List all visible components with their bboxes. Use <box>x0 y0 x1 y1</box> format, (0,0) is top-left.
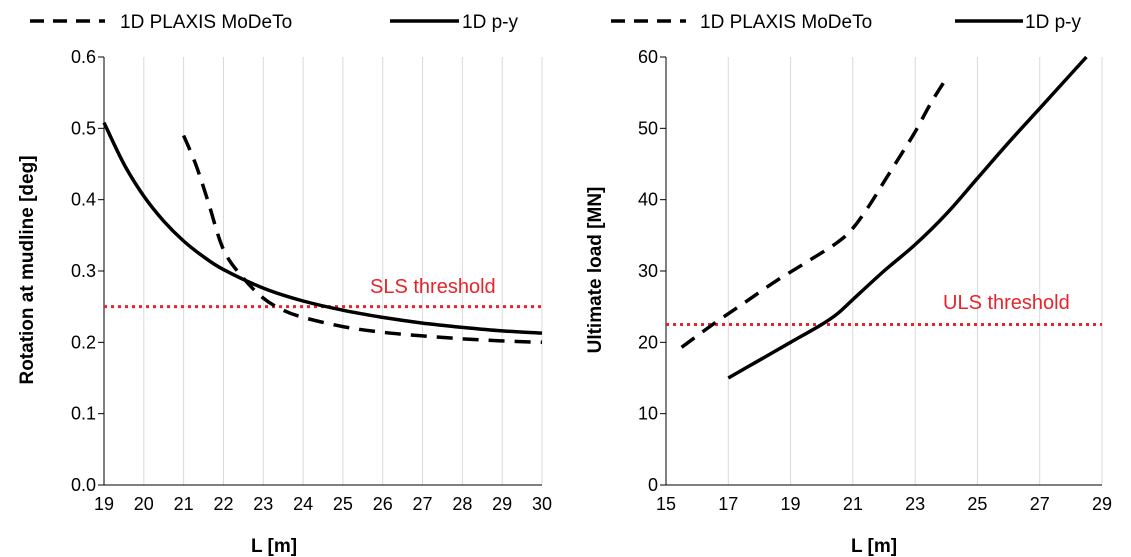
y-tick-label: 0.0 <box>71 475 96 495</box>
legend-label-modeto: 1D PLAXIS MoDeTo <box>120 12 292 33</box>
y-tick-label: 0.1 <box>71 404 96 424</box>
x-tick-label: 20 <box>134 494 154 514</box>
tick-labels: 15 17 19 21 23 25 27 29 0 10 20 30 40 50 60 <box>638 47 1112 514</box>
series-line-py <box>102 121 543 335</box>
tick-labels: 19 20 21 22 23 24 25 26 27 28 29 30 0.0 0.1 0.2 0.3 0.4 0… <box>71 47 552 514</box>
rotation-panel: 19 20 21 22 23 24 25 26 27 28 29 30 0.0 0.1 0.2 0.3 0.4 0… <box>17 12 552 557</box>
x-tick-label: 21 <box>843 494 863 514</box>
x-tick-label: 19 <box>94 494 114 514</box>
series-lines <box>102 121 543 345</box>
x-tick-label: 22 <box>213 494 233 514</box>
x-tick-label: 17 <box>718 494 738 514</box>
sls-threshold-label: SLS threshold <box>370 276 496 298</box>
y-tick-label: 0.4 <box>71 190 96 210</box>
legend: 1D PLAXIS MoDeTo 1D p-y <box>30 12 518 33</box>
x-tick-label: 27 <box>1030 494 1050 514</box>
y-tick-label: 0.2 <box>71 332 96 352</box>
x-tick-label: 21 <box>174 494 194 514</box>
y-tick-label: 20 <box>638 332 658 352</box>
x-tick-label: 27 <box>413 494 433 514</box>
y-tick-label: 30 <box>638 261 658 281</box>
y-tick-label: 0.3 <box>71 261 96 281</box>
x-tick-label: 26 <box>373 494 393 514</box>
series-line-py <box>727 55 1088 380</box>
y-tick-label: 60 <box>638 47 658 67</box>
x-axis-title: L [m] <box>251 536 297 557</box>
x-tick-label: 15 <box>656 494 676 514</box>
y-tick-label: 40 <box>638 190 658 210</box>
legend-label-py: 1D p-y <box>1025 12 1081 33</box>
series-line-modeto <box>181 134 543 345</box>
x-tick-label: 24 <box>293 494 313 514</box>
legend: 1D PLAXIS MoDeTo 1D p-y <box>611 12 1081 33</box>
x-tick-label: 29 <box>492 494 512 514</box>
grid <box>98 56 543 486</box>
x-tick-label: 23 <box>253 494 273 514</box>
x-tick-label: 19 <box>781 494 801 514</box>
x-tick-label: 25 <box>967 494 987 514</box>
ultimate-load-panel: 15 17 19 21 23 25 27 29 0 10 20 30 40 50 60 ULS thresh… <box>585 12 1112 557</box>
y-axis-title: Rotation at mudline [deg] <box>17 155 38 384</box>
legend-label-modeto: 1D PLAXIS MoDeTo <box>700 12 872 33</box>
x-tick-label: 29 <box>1092 494 1112 514</box>
x-axis-title: L [m] <box>851 536 897 557</box>
y-tick-label: 50 <box>638 118 658 138</box>
x-tick-label: 28 <box>452 494 472 514</box>
y-tick-label: 0.6 <box>71 47 96 67</box>
y-axis-title: Ultimate load [MN] <box>585 187 606 354</box>
legend-label-py: 1D p-y <box>462 12 518 33</box>
uls-threshold-label: ULS threshold <box>943 292 1070 314</box>
x-tick-label: 23 <box>905 494 925 514</box>
x-tick-label: 30 <box>532 494 552 514</box>
y-tick-label: 10 <box>638 404 658 424</box>
series-lines <box>680 55 1088 380</box>
grid <box>660 56 1103 486</box>
y-tick-label: 0.5 <box>71 118 96 138</box>
x-tick-label: 25 <box>333 494 353 514</box>
series-line-modeto <box>680 77 948 349</box>
y-tick-label: 0 <box>648 475 658 495</box>
